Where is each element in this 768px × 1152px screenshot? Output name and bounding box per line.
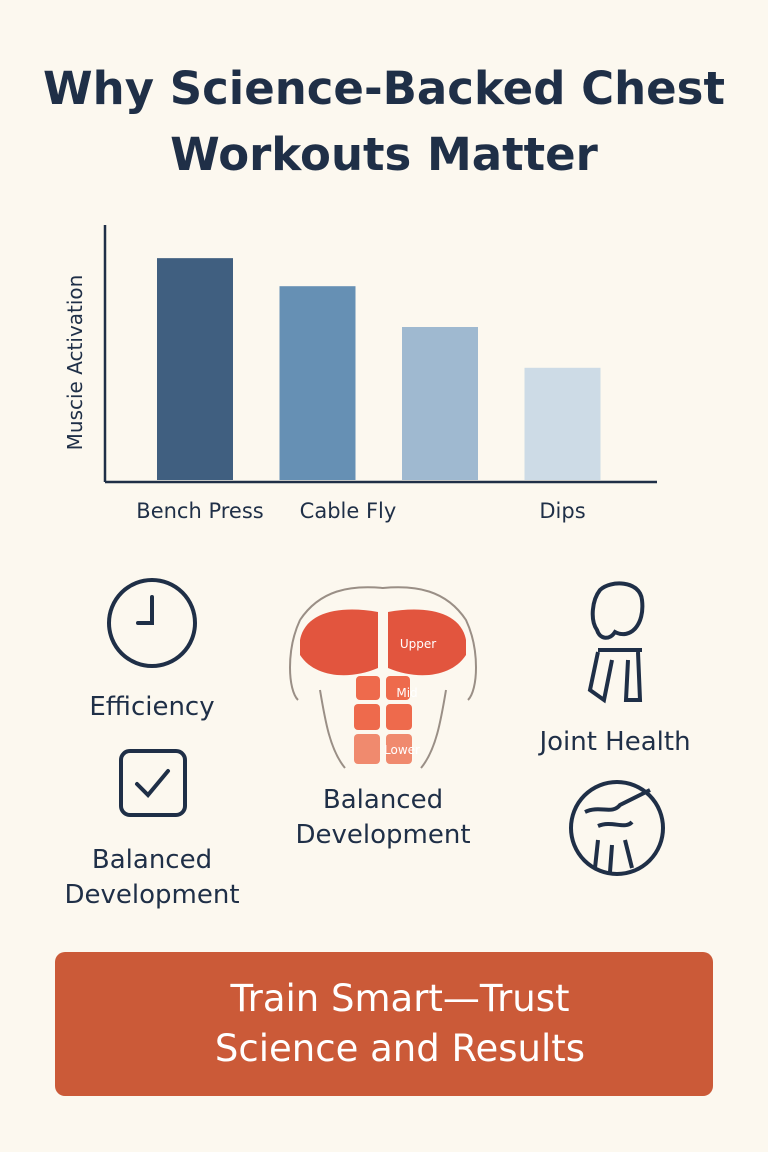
region-label: Upper: [400, 637, 436, 651]
ab: [354, 704, 380, 730]
icons: [107, 578, 665, 876]
checkbox-icon: [119, 749, 187, 817]
bar: [279, 286, 356, 480]
joint-detail: [584, 788, 651, 873]
banner: Train Smart—Trust Science and Results: [55, 952, 713, 1096]
joint-icon: [569, 780, 665, 876]
torso-outline: [289, 586, 477, 769]
clock-hands: [136, 595, 154, 625]
feature-label: Balanced Development: [295, 785, 471, 850]
feature-label: Joint Health: [539, 727, 691, 757]
region-label: Lower: [384, 743, 420, 757]
ab: [386, 704, 412, 730]
ab: [356, 676, 380, 700]
ab: [386, 734, 412, 764]
region-label: Mid: [396, 686, 417, 700]
left-pec: [300, 609, 378, 676]
feature-label: Efficiency: [89, 692, 215, 722]
check: [135, 769, 170, 798]
y-axis-label: Muscie Activation: [63, 275, 87, 451]
title: Why Science-Backed Chest Workouts Matter: [43, 62, 725, 181]
bar: [524, 367, 601, 480]
knee-icon: [587, 581, 645, 704]
ab: [386, 676, 410, 700]
x-tick-label: Cable Fly: [300, 499, 397, 523]
x-tick-label: Bench Press: [136, 499, 263, 523]
banner-text: Train Smart—Trust Science and Results: [214, 977, 586, 1070]
clock-icon: [107, 578, 197, 668]
bar: [402, 327, 478, 480]
torso-illustration: Upper Mid Lower: [289, 586, 477, 769]
feature-label: Balanced Development: [64, 845, 240, 910]
right-pec: [388, 609, 466, 676]
x-tick-label: Dips: [539, 499, 585, 523]
bar: [157, 258, 233, 480]
ab: [354, 734, 380, 764]
